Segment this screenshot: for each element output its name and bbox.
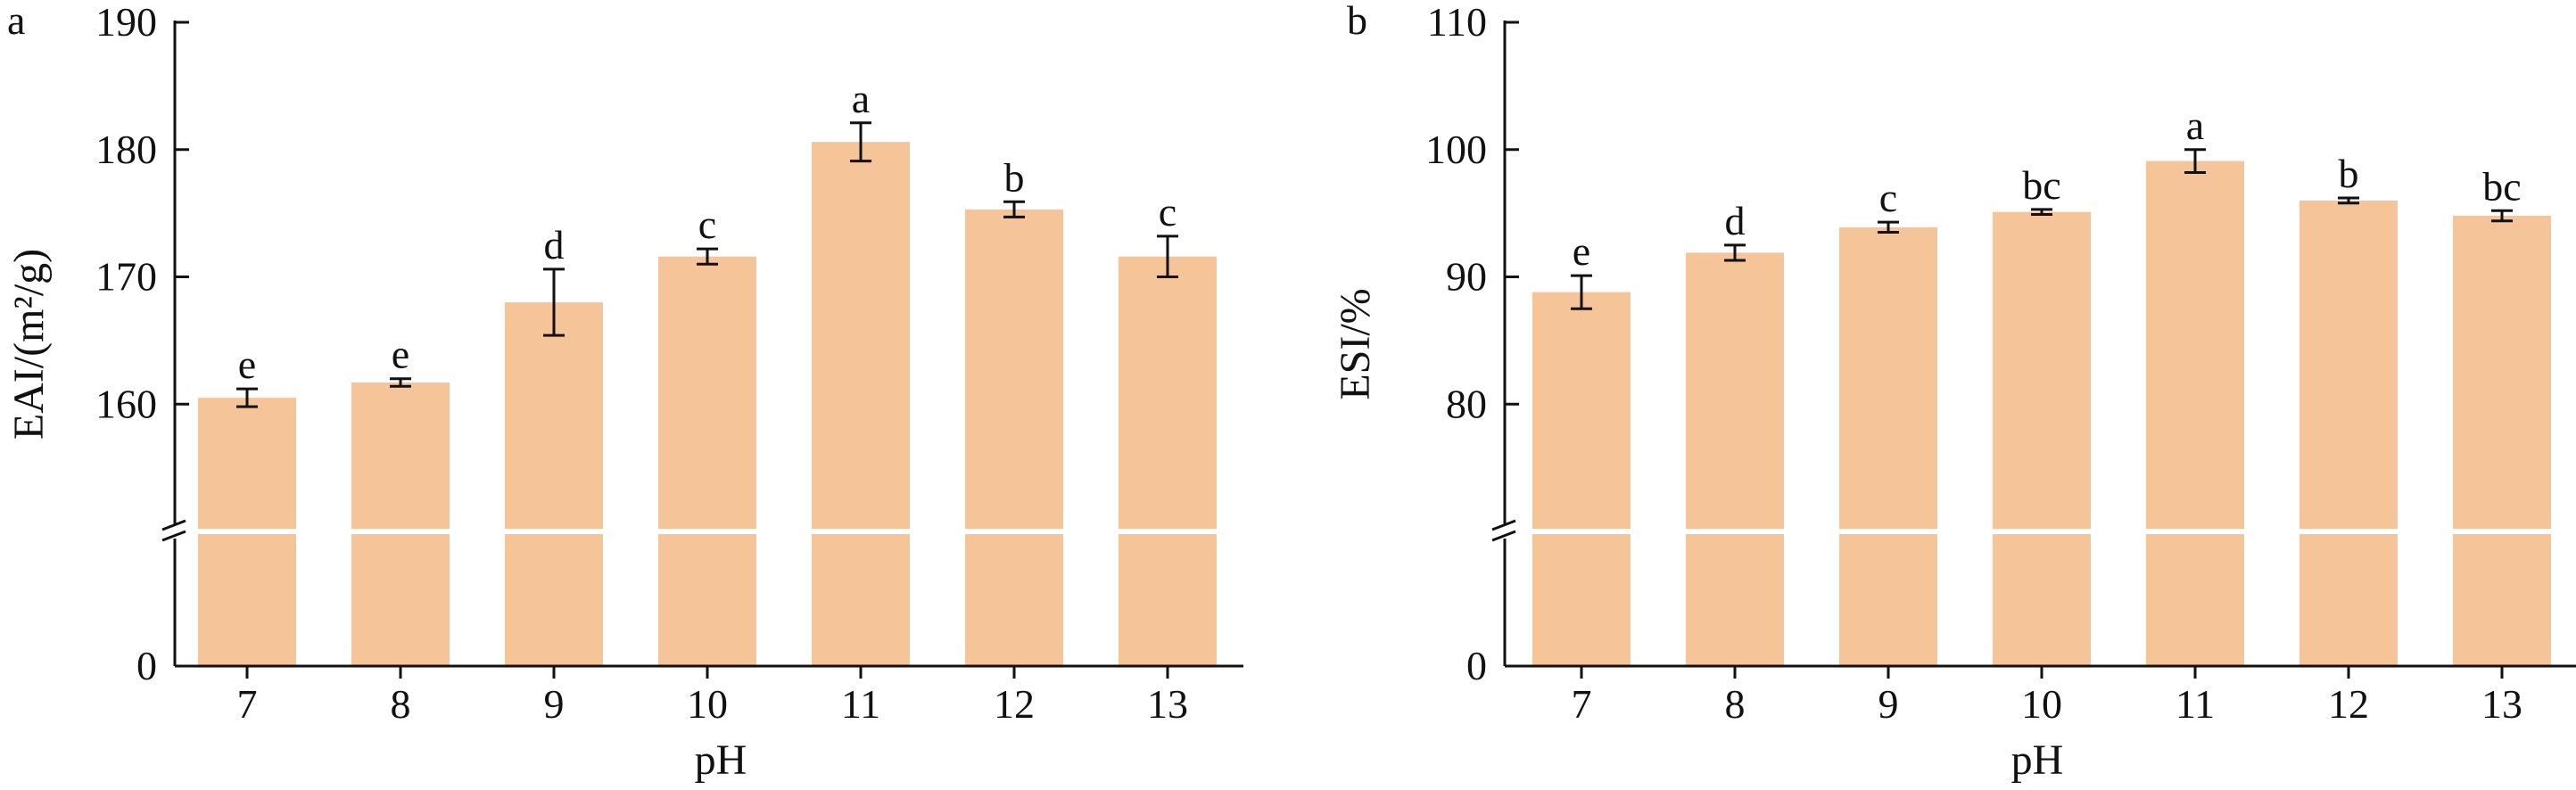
significance-label: a [852, 76, 870, 121]
x-tick-label: 8 [391, 681, 411, 727]
x-tick-label: 12 [2328, 681, 2369, 727]
error-bar-ph-11 [2184, 148, 2206, 174]
y-tick-label: 0 [1466, 643, 1487, 688]
y-axis-break-mark [161, 519, 187, 542]
x-tick-label: 10 [687, 681, 728, 727]
y-tick-label: 0 [136, 643, 157, 688]
bar-ph-8 [351, 382, 450, 666]
x-tick-label: 7 [237, 681, 258, 727]
error-bar-ph-10 [2031, 208, 2052, 217]
x-axis-title: pH [2011, 737, 2064, 784]
bar-ph-9 [505, 302, 603, 666]
significance-label: e [1573, 228, 1590, 274]
panel-b: e d c bc a b bc 0 80 90 100 110 7 8 9 10 11 12 13 pH ESI/% b [1332, 0, 2576, 784]
error-bar-ph-7 [236, 387, 258, 408]
significance-label: e [238, 342, 256, 387]
error-bar-ph-12 [1003, 200, 1025, 218]
panel-a: e e d c a b c 0 160 170 180 190 7 8 9 10 11 12 13 pH EAI/(m²… [5, 0, 1245, 784]
error-bar-ph-13 [1157, 235, 1178, 278]
x-tick-label: 12 [994, 681, 1035, 727]
x-tick-label: 9 [544, 681, 565, 727]
bar-ph-13 [2453, 215, 2551, 667]
x-tick-label: 7 [1572, 681, 1592, 727]
bar-ph-13 [1119, 256, 1217, 666]
bar-ph-7 [1532, 292, 1631, 666]
panel-letter: a [7, 0, 25, 43]
significance-label: b [1004, 154, 1025, 200]
error-bar-ph-9 [543, 267, 565, 337]
significance-label: d [544, 222, 565, 267]
bar-ph-12 [2299, 200, 2398, 667]
bar-ph-11 [2146, 160, 2244, 666]
x-axis-title: pH [695, 737, 747, 784]
significance-label: c [1879, 175, 1897, 220]
y-tick-label: 100 [1425, 127, 1487, 172]
significance-label: e [392, 332, 409, 377]
bar-ph-8 [1686, 252, 1784, 666]
significance-label: b [2339, 151, 2359, 196]
y-axis-title: ESI/% [1332, 288, 1379, 399]
error-bar-ph-11 [850, 121, 871, 163]
error-bar-ph-8 [390, 377, 411, 388]
y-tick-label: 90 [1446, 254, 1487, 300]
error-bar-ph-12 [2338, 196, 2359, 205]
bar-ph-11 [812, 142, 910, 666]
significance-label: bc [2482, 163, 2521, 209]
significance-label: a [2186, 103, 2204, 148]
significance-label: bc [2022, 162, 2060, 208]
x-tick-label: 11 [2176, 681, 2215, 727]
error-bar-ph-10 [697, 247, 718, 266]
y-tick-label: 180 [95, 127, 157, 172]
x-tick-label: 9 [1878, 681, 1899, 727]
x-tick-label: 13 [1147, 681, 1188, 727]
x-tick-label: 11 [841, 681, 880, 727]
panel-letter: b [1347, 0, 1367, 43]
y-tick-label: 110 [1427, 0, 1487, 45]
bar-ph-9 [1839, 226, 1937, 666]
x-tick-label: 10 [2021, 681, 2062, 727]
significance-label: d [1725, 198, 1746, 243]
error-bar-ph-7 [1571, 274, 1592, 310]
error-bar-ph-9 [1878, 220, 1899, 235]
error-bar-ph-13 [2491, 209, 2513, 223]
y-axis-title: EAI/(m²/g) [5, 249, 53, 440]
y-tick-label: 190 [95, 0, 157, 45]
x-tick-label: 13 [2481, 681, 2522, 727]
axis-break-band [177, 529, 1245, 534]
y-tick-label: 170 [95, 254, 157, 300]
bar-ph-10 [658, 256, 756, 666]
bar-ph-10 [1993, 211, 2091, 666]
significance-label: c [698, 202, 716, 247]
x-tick-label: 8 [1725, 681, 1746, 727]
axis-break-band [1507, 529, 2576, 534]
y-tick-label: 80 [1446, 381, 1487, 426]
significance-label: c [1159, 189, 1177, 235]
y-axis-break-mark [1491, 519, 1517, 542]
bar-ph-12 [965, 209, 1063, 666]
y-tick-label: 160 [95, 381, 157, 426]
error-bar-ph-8 [1724, 243, 1746, 262]
